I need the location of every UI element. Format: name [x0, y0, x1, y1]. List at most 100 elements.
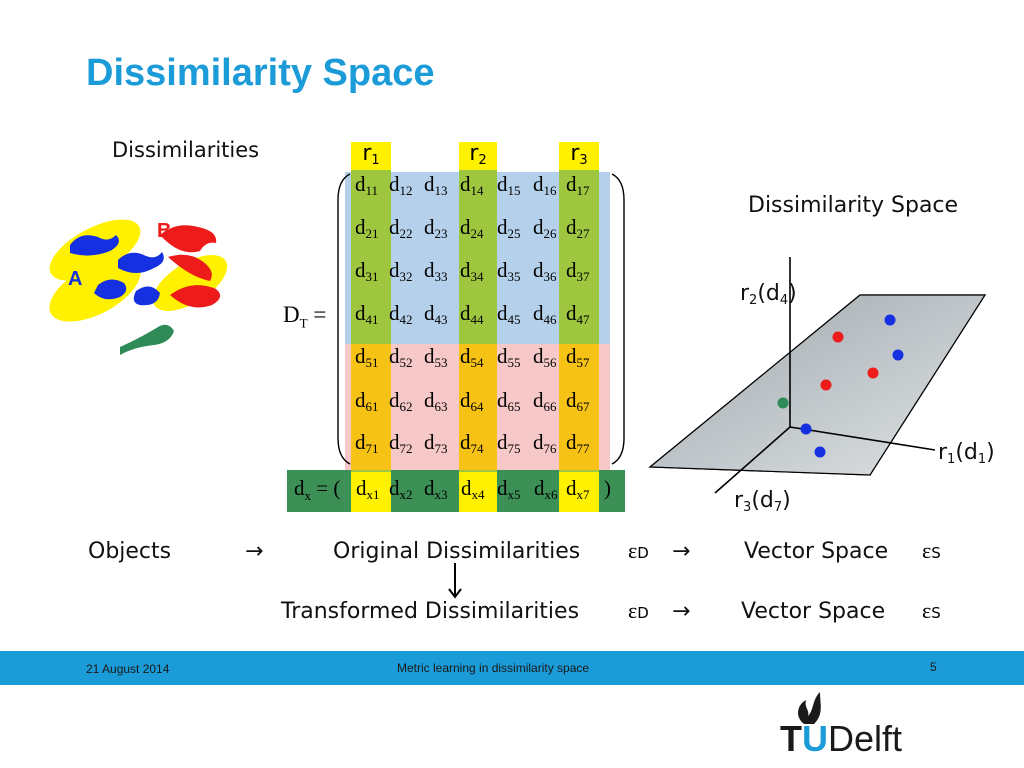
matrix-cell: d73 — [424, 430, 448, 456]
flow-arrow: → — [672, 539, 691, 564]
yellow-ellipse — [49, 258, 141, 322]
blue-blob — [70, 235, 119, 256]
epsilon-s: εS — [922, 598, 941, 623]
matrix-cell: d26 — [533, 215, 557, 241]
blue-blob — [94, 279, 127, 300]
matrix-cell: d53 — [424, 344, 448, 370]
vector-cell: dx5 — [497, 476, 521, 502]
matrix-cell: d72 — [389, 430, 413, 456]
objects-illustration: B A — [49, 219, 228, 355]
flow-transformed: Transformed Dissimilarities — [281, 599, 580, 624]
point — [892, 349, 904, 361]
matrix-cell: d31 — [355, 258, 379, 284]
red-blob — [168, 254, 212, 281]
matrix-cell: d41 — [355, 301, 379, 327]
blue-blob — [133, 286, 160, 306]
matrix-cell: d77 — [566, 430, 590, 456]
matrix-cell: d57 — [566, 344, 590, 370]
axis-label-y: r2(d4) — [740, 281, 797, 308]
matrix-cell: d13 — [424, 172, 448, 198]
matrix-cell: d42 — [389, 301, 413, 327]
matrix-cell: d11 — [355, 172, 379, 198]
r3-label: r3 — [570, 141, 588, 168]
dissimilarity-space-plot — [648, 257, 987, 494]
footer-date: 21 August 2014 — [86, 662, 170, 676]
r1-label-bg — [351, 142, 391, 170]
vector-cell-bg — [459, 472, 497, 512]
matrix-cell: d74 — [460, 430, 484, 456]
orange-band — [351, 344, 391, 470]
label-b: B — [157, 220, 171, 242]
matrix-cell: d36 — [533, 258, 557, 284]
matrix-cell: d55 — [497, 344, 521, 370]
vector-cell: dx7 — [566, 476, 590, 502]
matrix-cell: d45 — [497, 301, 521, 327]
tudelft-logo: TUDelft — [778, 690, 948, 760]
matrix-cell: d34 — [460, 258, 484, 284]
red-blob — [160, 225, 217, 253]
label-a: A — [68, 268, 82, 290]
slide-title: Dissimilarity Space — [86, 52, 435, 94]
matrix-cell: d35 — [497, 258, 521, 284]
matrix-cell: d71 — [355, 430, 379, 456]
matrix-cell: d75 — [497, 430, 521, 456]
vector-cell: dx3 — [424, 476, 448, 502]
matrix-cell: d14 — [460, 172, 484, 198]
matrix-cell: d67 — [566, 388, 590, 414]
footer-title: Metric learning in dissimilarity space — [397, 661, 590, 675]
matrix-cell: d24 — [460, 215, 484, 241]
matrix-cell: d61 — [355, 388, 379, 414]
page-number: 5 — [930, 660, 937, 674]
vector-cell: dx6 — [534, 476, 558, 502]
matrix-cell: d17 — [566, 172, 590, 198]
axis-label-z: r3(d7) — [734, 488, 791, 515]
flow-original: Original Dissimilarities — [333, 539, 581, 564]
point — [777, 397, 789, 409]
green-blob — [120, 324, 174, 355]
matrix-cell: d66 — [533, 388, 557, 414]
matrix-cell: d76 — [533, 430, 557, 456]
flow-arrow: → — [672, 599, 691, 624]
point — [884, 314, 896, 326]
epsilon-d: εD — [628, 598, 649, 623]
flow-objects: Objects — [88, 539, 172, 564]
logo-text: TUDelft — [780, 718, 903, 759]
point — [800, 423, 812, 435]
point — [867, 367, 879, 379]
orange-band — [459, 344, 497, 470]
x-axis — [789, 426, 936, 451]
matrix-cell: d12 — [389, 172, 413, 198]
vector-cell-bg — [351, 472, 391, 512]
z-axis — [714, 426, 791, 494]
r3-label-bg — [559, 142, 599, 170]
flow-vector-space: Vector Space — [741, 599, 886, 624]
vector-label: dx = ( — [294, 476, 341, 504]
epsilon-d: εD — [628, 538, 649, 563]
vector-cell: dx2 — [389, 476, 413, 502]
matrix-cell: d65 — [497, 388, 521, 414]
down-arrow-icon — [448, 563, 462, 599]
matrix-cell: d51 — [355, 344, 379, 370]
epsilon-s: εS — [922, 538, 941, 563]
matrix-cell: d32 — [389, 258, 413, 284]
matrix-cell: d43 — [424, 301, 448, 327]
flow-arrow: → — [245, 539, 264, 564]
matrix-name: DT = — [283, 302, 327, 331]
matrix-cell: d16 — [533, 172, 557, 198]
point — [832, 331, 844, 343]
matrix-cell: d23 — [424, 215, 448, 241]
orange-band — [559, 344, 599, 470]
matrix-cell: d44 — [460, 301, 484, 327]
vector-cell: dx1 — [356, 476, 380, 502]
matrix-cell: d47 — [566, 301, 590, 327]
vector-cell-bg — [559, 472, 599, 512]
point — [820, 379, 832, 391]
vector-close-paren: ) — [604, 476, 611, 500]
matrix-cell: d64 — [460, 388, 484, 414]
matrix-cell: d21 — [355, 215, 379, 241]
matrix-cell: d63 — [424, 388, 448, 414]
yellow-ellipse — [152, 255, 228, 311]
red-blob — [170, 285, 221, 308]
matrix-cell: d37 — [566, 258, 590, 284]
matrix-cell: d27 — [566, 215, 590, 241]
